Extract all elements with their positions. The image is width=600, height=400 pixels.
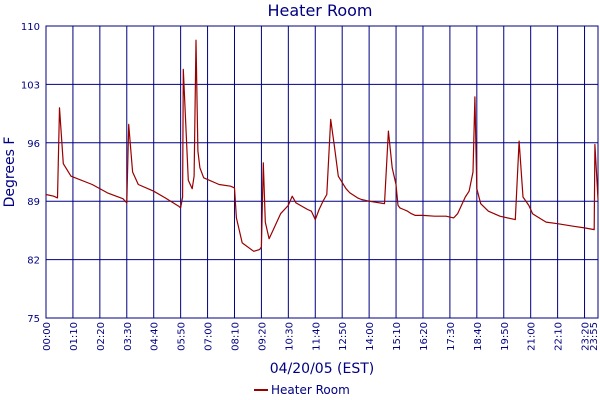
x-tick-label: 05:50 bbox=[177, 322, 188, 351]
x-axis-label: 04/20/05 (EST) bbox=[270, 361, 375, 377]
y-gridlines bbox=[46, 83, 598, 261]
chart-title: Heater Room bbox=[267, 1, 372, 20]
y-tick-label: 110 bbox=[21, 22, 40, 33]
x-tick-label: 19:50 bbox=[500, 322, 511, 351]
x-tick-label: 03:30 bbox=[123, 322, 134, 351]
x-tick-label: 18:40 bbox=[473, 322, 484, 351]
x-tick-label: 16:20 bbox=[419, 322, 430, 351]
x-tick-labels: 00:00 01:10 02:20 03:30 04:40 05:50 07:00 08:10… bbox=[42, 322, 600, 351]
x-tick-label: 14:00 bbox=[365, 322, 376, 351]
legend-label: Heater Room bbox=[271, 383, 350, 397]
y-axis-label: Degrees F bbox=[2, 137, 18, 208]
x-tick-label: 22:10 bbox=[554, 322, 565, 351]
x-tick-label: 23:20 bbox=[581, 322, 592, 351]
x-tick-label: 15:10 bbox=[392, 322, 403, 351]
y-tick-label: 75 bbox=[27, 314, 40, 325]
x-gridlines bbox=[72, 26, 586, 318]
y-tick-label: 103 bbox=[21, 80, 40, 91]
x-tick-label: 09:20 bbox=[257, 322, 268, 351]
x-tick-label: 08:10 bbox=[230, 322, 241, 351]
x-tick-label: 17:30 bbox=[446, 322, 457, 351]
series-group bbox=[45, 39, 599, 252]
y-tick-label: 82 bbox=[27, 256, 40, 267]
plot-area bbox=[45, 25, 599, 319]
y-tick-labels: 75 82 89 96 103 110 bbox=[21, 22, 40, 325]
y-tick-label: 96 bbox=[27, 139, 40, 150]
x-tick-label: 10:30 bbox=[284, 322, 295, 351]
x-tick-label: 04:40 bbox=[150, 322, 161, 351]
series-line bbox=[45, 39, 599, 252]
x-tick-label: 01:10 bbox=[69, 322, 80, 351]
x-tick-label: 23:55 bbox=[589, 322, 600, 351]
x-tick-label: 21:00 bbox=[527, 322, 538, 351]
legend: Heater Room bbox=[254, 383, 350, 397]
x-tick-label: 07:00 bbox=[204, 322, 215, 351]
x-tick-label: 11:40 bbox=[311, 322, 322, 351]
x-tick-label: 12:50 bbox=[338, 322, 349, 351]
x-tick-label: 00:00 bbox=[42, 322, 53, 351]
y-tick-label: 89 bbox=[27, 197, 40, 208]
x-tick-label: 02:20 bbox=[96, 322, 107, 351]
